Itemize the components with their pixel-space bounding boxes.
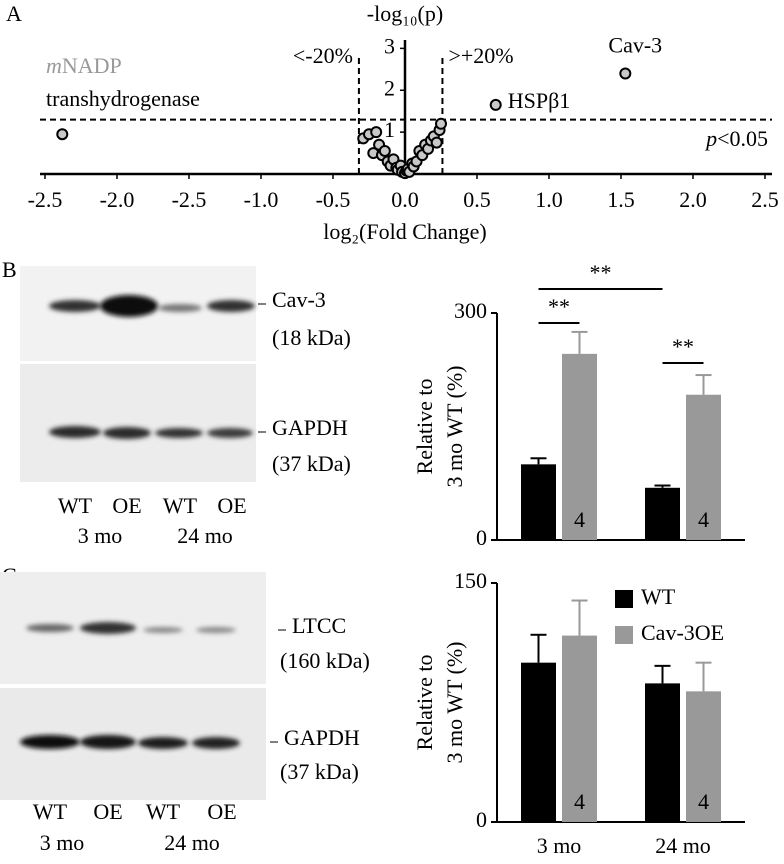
- lane-label: WT: [58, 493, 93, 518]
- lane-label: OE: [112, 493, 141, 518]
- significance-label: **: [548, 294, 570, 319]
- data-point: [489, 98, 502, 111]
- band-name: GAPDH: [272, 415, 348, 440]
- bar: [686, 394, 721, 540]
- panel-label: B: [2, 257, 17, 282]
- age-label: 3 mo: [40, 830, 85, 855]
- lane-label: OE: [93, 799, 122, 824]
- band-name: Cav-3: [272, 287, 326, 312]
- band-size: (37 kDa): [272, 451, 351, 476]
- y-axis-label: 3 mo WT (%): [442, 366, 467, 488]
- band-size: (18 kDa): [272, 325, 351, 350]
- x-tick-label: -1.0: [244, 187, 279, 212]
- band-size: (160 kDa): [280, 648, 370, 673]
- band-name: GAPDH: [284, 725, 360, 750]
- annotation: Cav-3: [608, 33, 662, 58]
- lane-label: WT: [163, 493, 198, 518]
- data-point: [56, 128, 69, 141]
- blot-image: [0, 572, 266, 800]
- data-point: [370, 126, 383, 139]
- y-tick-label: 1: [384, 117, 395, 142]
- data-point: [435, 117, 447, 130]
- annotation: <-20%: [293, 43, 353, 68]
- n-label: 4: [574, 789, 585, 814]
- lane-label: WT: [146, 799, 181, 824]
- data-point: [430, 136, 443, 149]
- n-label: 4: [698, 789, 709, 814]
- y-axis-label: 3 mo WT (%): [442, 642, 467, 764]
- n-label: 4: [533, 789, 544, 814]
- y-tick-label: 0: [476, 525, 487, 550]
- annotation: mNADP: [46, 53, 122, 78]
- data-point: [619, 67, 632, 80]
- age-label: 3 mo: [78, 523, 123, 548]
- n-label: 4: [657, 789, 668, 814]
- x-tick-label: 3 mo: [537, 833, 582, 858]
- n-label: 4: [657, 507, 668, 532]
- blot-image: [20, 266, 256, 482]
- y-tick-label: 0: [476, 807, 487, 832]
- y-axis-label: -log₁₀(p): [367, 1, 443, 26]
- lane-label: WT: [33, 799, 68, 824]
- y-axis-label: Relative to: [412, 379, 437, 475]
- n-label: 4: [698, 507, 709, 532]
- significance-label: **: [590, 260, 612, 285]
- bar: [562, 635, 597, 822]
- significance-label: **: [672, 334, 694, 359]
- annotation-part: p: [704, 126, 717, 151]
- y-tick-label: 2: [384, 75, 395, 100]
- lane-label: OE: [217, 493, 246, 518]
- y-axis-label: Relative to: [412, 655, 437, 751]
- x-tick-label: 2.0: [679, 187, 707, 212]
- legend-swatch: [615, 590, 633, 608]
- bar: [686, 691, 721, 822]
- x-tick-label: -2.0: [100, 187, 135, 212]
- band-name: LTCC: [292, 613, 346, 638]
- legend-label: WT: [641, 584, 676, 609]
- y-tick-label: 300: [454, 298, 487, 323]
- x-tick-label: 0.0: [391, 187, 419, 212]
- n-label: 4: [533, 507, 544, 532]
- bar: [521, 662, 556, 822]
- x-tick-label: 1.0: [535, 187, 563, 212]
- annotation-part: m: [46, 53, 62, 78]
- x-axis-label: log₂(Fold Change): [323, 219, 487, 244]
- annotation-part: <0.05: [717, 126, 768, 151]
- x-tick-label: -0.5: [316, 187, 351, 212]
- panel-label: A: [6, 1, 22, 26]
- age-label: 24 mo: [164, 830, 220, 855]
- annotation: p<0.05: [704, 126, 768, 151]
- n-label: 4: [574, 507, 585, 532]
- legend-label: Cav-3OE: [641, 620, 724, 645]
- annotation: transhydrogenase: [46, 86, 200, 111]
- band-size: (37 kDa): [280, 759, 359, 784]
- annotation-part: NADP: [62, 53, 122, 78]
- legend-swatch: [615, 626, 633, 644]
- x-tick-label: -2.5: [172, 187, 207, 212]
- data-point: [378, 144, 391, 157]
- bar: [521, 464, 556, 540]
- x-tick-label: 0.5: [463, 187, 491, 212]
- x-tick-label: 1.5: [607, 187, 635, 212]
- x-tick-label: 2.5: [751, 187, 779, 212]
- age-label: 24 mo: [177, 523, 233, 548]
- annotation: HSPβ1: [508, 88, 571, 113]
- bar: [562, 353, 597, 540]
- y-tick-label: 150: [454, 568, 487, 593]
- x-tick-label: 24 mo: [655, 833, 711, 858]
- y-tick-label: 3: [384, 33, 395, 58]
- lane-label: OE: [207, 799, 236, 824]
- bar: [645, 487, 680, 540]
- x-tick-label: -2.5: [28, 187, 63, 212]
- annotation: >+20%: [448, 43, 513, 68]
- bar: [645, 683, 680, 822]
